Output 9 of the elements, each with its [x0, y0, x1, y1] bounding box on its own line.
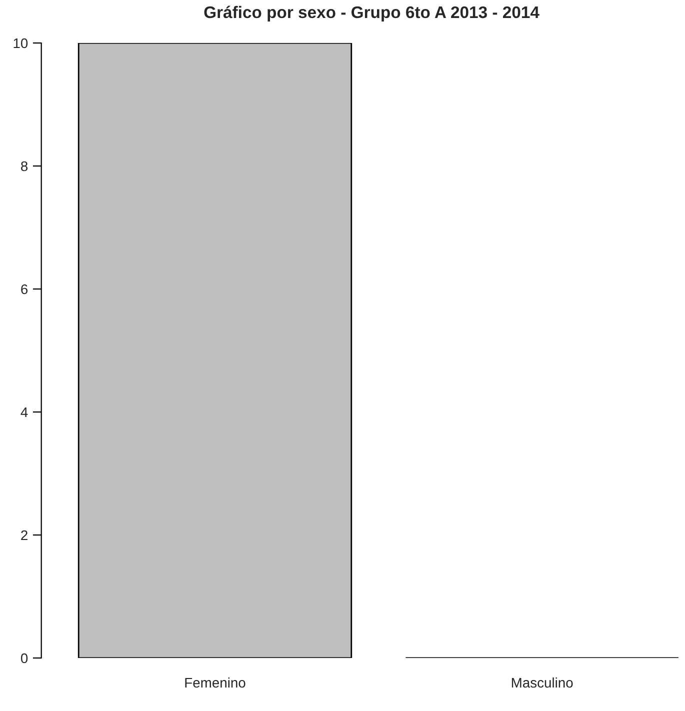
y-tick-label: 4 — [20, 407, 28, 418]
y-tick-label: 0 — [20, 653, 28, 664]
y-tick-label: 2 — [21, 530, 28, 540]
y-tick-label: 6 — [21, 284, 28, 294]
x-tick-label: Femenino — [185, 677, 246, 688]
y-tick-label: 10 — [14, 38, 28, 48]
y-tick-label: 8 — [21, 161, 28, 172]
chart-title: Gráfico por sexo - Grupo 6to A 2013 - 2014 — [204, 6, 540, 22]
x-tick-label: Masculino — [512, 677, 573, 688]
